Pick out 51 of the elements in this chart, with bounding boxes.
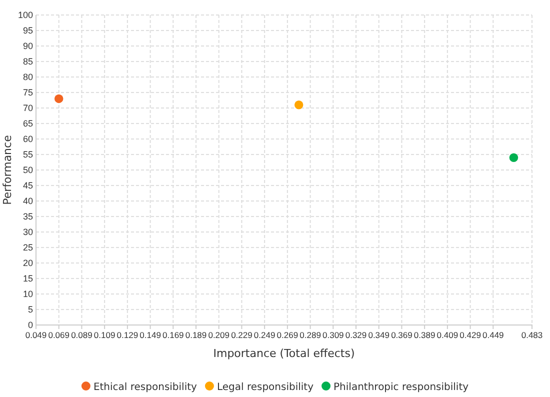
x-tick-label: 0.309 bbox=[322, 330, 344, 340]
x-tick-label: 0.269 bbox=[276, 330, 298, 340]
y-tick-label: 85 bbox=[22, 56, 33, 66]
y-tick-label: 60 bbox=[22, 134, 33, 144]
y-tick-label: 50 bbox=[22, 164, 33, 175]
y-tick-label: 0 bbox=[28, 320, 33, 330]
x-tick-label: 0.049 bbox=[25, 330, 47, 340]
x-tick-label: 0.449 bbox=[482, 330, 504, 340]
x-tick-label: 0.349 bbox=[368, 330, 390, 340]
point bbox=[54, 94, 64, 104]
y-tick-label: 35 bbox=[22, 211, 33, 222]
y-tick-label: 90 bbox=[22, 40, 33, 51]
legend-label: Philanthropic responsibility bbox=[334, 382, 469, 393]
y-tick-label: 15 bbox=[22, 273, 33, 284]
y-tick-label: 55 bbox=[22, 149, 33, 160]
x-tick-label: 0.209 bbox=[208, 330, 230, 340]
point bbox=[509, 153, 518, 162]
x-tick-label: 0.109 bbox=[94, 330, 116, 340]
legend-label: Ethical responsibility bbox=[93, 382, 198, 393]
x-tick-label: 0.069 bbox=[48, 330, 70, 340]
legend-label: Legal responsibility bbox=[216, 382, 314, 393]
x-tick-label: 0.149 bbox=[140, 330, 162, 340]
y-tick-label: 40 bbox=[22, 196, 33, 206]
y-tick-label: 25 bbox=[22, 242, 33, 252]
y-tick-label: 45 bbox=[22, 180, 33, 190]
y-tick-label: 30 bbox=[22, 226, 33, 237]
x-tick-label: 0.129 bbox=[116, 330, 138, 340]
point bbox=[294, 100, 304, 110]
y-tick-label: 100 bbox=[18, 10, 33, 20]
x-tick-label: 0.483 bbox=[521, 330, 543, 340]
x-tick-label: 0.289 bbox=[300, 330, 322, 340]
x-tick-label: 0.369 bbox=[391, 330, 413, 340]
y-tick-label: 65 bbox=[22, 118, 33, 128]
y-tick-label: 75 bbox=[22, 87, 33, 98]
y-tick-label: 5 bbox=[28, 304, 33, 314]
y-tick-label: 95 bbox=[22, 25, 33, 36]
x-tick-label: 0.229 bbox=[231, 330, 253, 340]
x-tick-label: 0.189 bbox=[185, 330, 207, 340]
y-tick-label: 70 bbox=[22, 102, 33, 113]
x-tick-label: 0.329 bbox=[345, 330, 367, 340]
x-tick-label: 0.249 bbox=[254, 330, 276, 340]
x-axis-title: Importance (Total effects) bbox=[213, 347, 355, 360]
x-tick-label: 0.389 bbox=[414, 330, 436, 340]
y-tick-label: 10 bbox=[22, 288, 33, 299]
x-tick-label: 0.429 bbox=[460, 330, 482, 340]
y-axis-title: Performance bbox=[1, 134, 14, 205]
x-tick-label: 0.089 bbox=[71, 330, 93, 340]
x-tick-label: 0.409 bbox=[436, 330, 458, 340]
x-tick-label: 0.169 bbox=[162, 330, 184, 340]
y-tick-label: 20 bbox=[22, 258, 33, 268]
y-tick-label: 80 bbox=[22, 72, 33, 82]
